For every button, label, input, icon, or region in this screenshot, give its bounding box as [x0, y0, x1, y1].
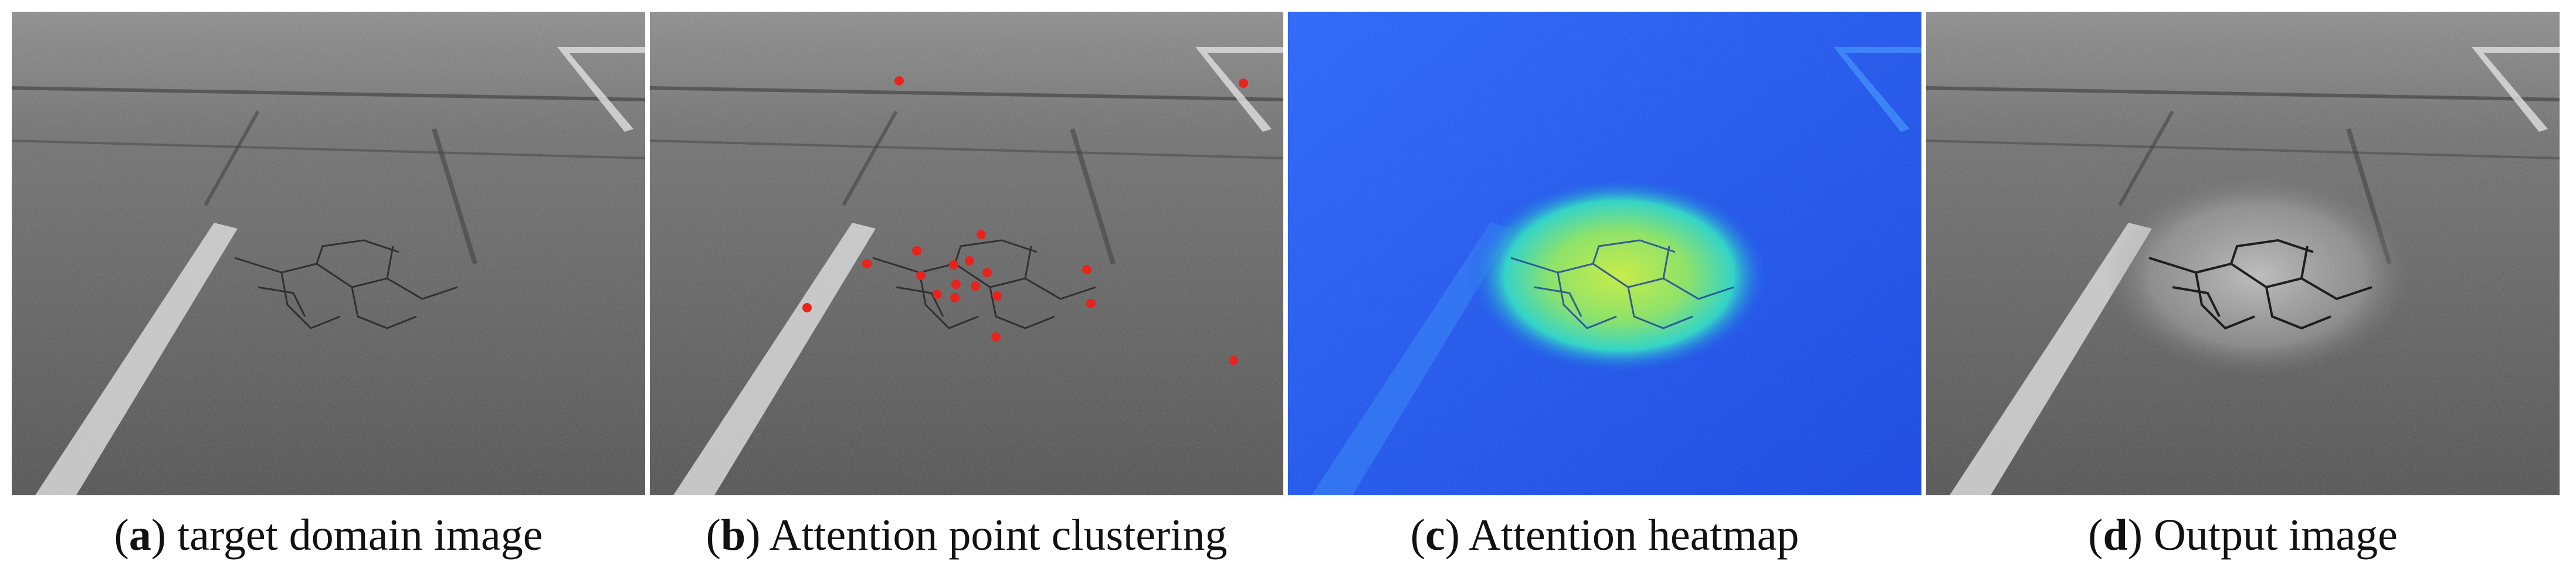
attention-point [971, 281, 980, 291]
caption-a-text: target domain image [177, 510, 543, 560]
attention-point [916, 271, 926, 280]
attention-point [802, 303, 812, 312]
attention-point [982, 268, 992, 277]
attention-point [933, 290, 942, 299]
highlighted-crack-region [2105, 176, 2410, 375]
attention-point [992, 291, 1002, 301]
attention-points [802, 76, 1248, 365]
attention-point [912, 246, 921, 256]
attention-point [977, 230, 986, 239]
caption-a-letter: a [128, 510, 151, 560]
attention-heatmap-image [1288, 12, 1921, 495]
output-road-photo [1926, 12, 2560, 495]
road-photo-grayscale [12, 12, 645, 495]
attention-point [991, 332, 1001, 342]
caption-d: (d) Output image [2088, 510, 2398, 560]
caption-b: (b) Attention point clustering [706, 510, 1228, 560]
caption-c-letter: c [1425, 510, 1445, 560]
attention-point [1082, 265, 1092, 274]
attention-point [1229, 356, 1238, 365]
panel-b-attention-point-clustering [650, 12, 1283, 495]
panel-c-attention-heatmap [1288, 12, 1921, 495]
caption-b-letter: b [720, 510, 746, 560]
caption-c-text: Attention heatmap [1468, 510, 1799, 560]
caption-d-text: Output image [2154, 510, 2398, 560]
caption-c: (c) Attention heatmap [1410, 510, 1799, 560]
caption-b-text: Attention point clustering [769, 510, 1228, 560]
attention-point [894, 76, 904, 86]
caption-d-letter: d [2103, 510, 2128, 560]
panel-a-target-domain-image [12, 12, 645, 495]
caption-a: (a) target domain image [114, 510, 543, 560]
attention-point [951, 280, 961, 289]
attention-point [965, 256, 974, 266]
attention-point [862, 259, 872, 268]
attention-point [1086, 299, 1096, 308]
attention-point [1239, 79, 1248, 88]
panel-d-output-image [1926, 12, 2560, 495]
attention-point [950, 293, 960, 302]
road-photo-with-points [650, 12, 1283, 495]
heat-blob [1467, 176, 1772, 375]
attention-point [949, 260, 958, 270]
